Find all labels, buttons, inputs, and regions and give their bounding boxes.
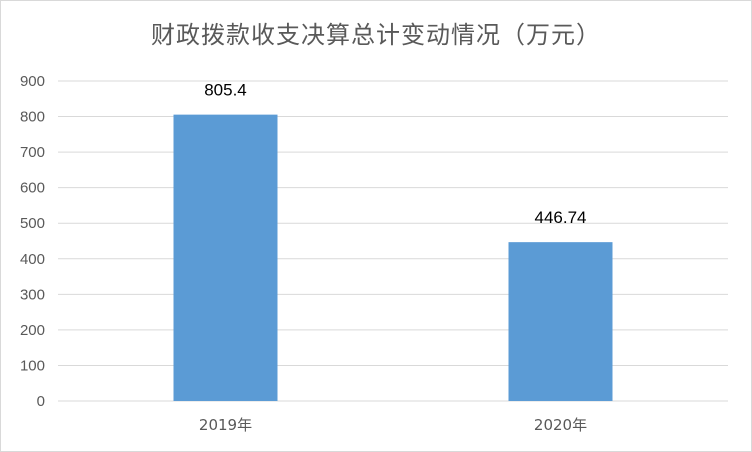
x-category-label: 2020年: [534, 416, 587, 434]
y-tick-label: 100: [20, 357, 45, 374]
y-tick-label: 500: [20, 215, 45, 232]
data-label: 446.74: [535, 208, 587, 227]
y-tick-label: 400: [20, 251, 45, 268]
data-label: 805.4: [204, 81, 247, 100]
y-tick-label: 700: [20, 144, 45, 161]
y-tick-label: 0: [37, 393, 45, 410]
bar: [508, 242, 613, 401]
y-tick-label: 300: [20, 286, 45, 303]
y-tick-label: 800: [20, 109, 45, 126]
x-category-label: 2019年: [199, 416, 252, 434]
chart-title: 财政拨款收支决算总计变动情况（万元）: [151, 21, 601, 49]
y-tick-label: 600: [20, 180, 45, 197]
y-tick-label: 900: [20, 73, 45, 90]
y-tick-label: 200: [20, 322, 45, 339]
bar: [173, 114, 278, 401]
